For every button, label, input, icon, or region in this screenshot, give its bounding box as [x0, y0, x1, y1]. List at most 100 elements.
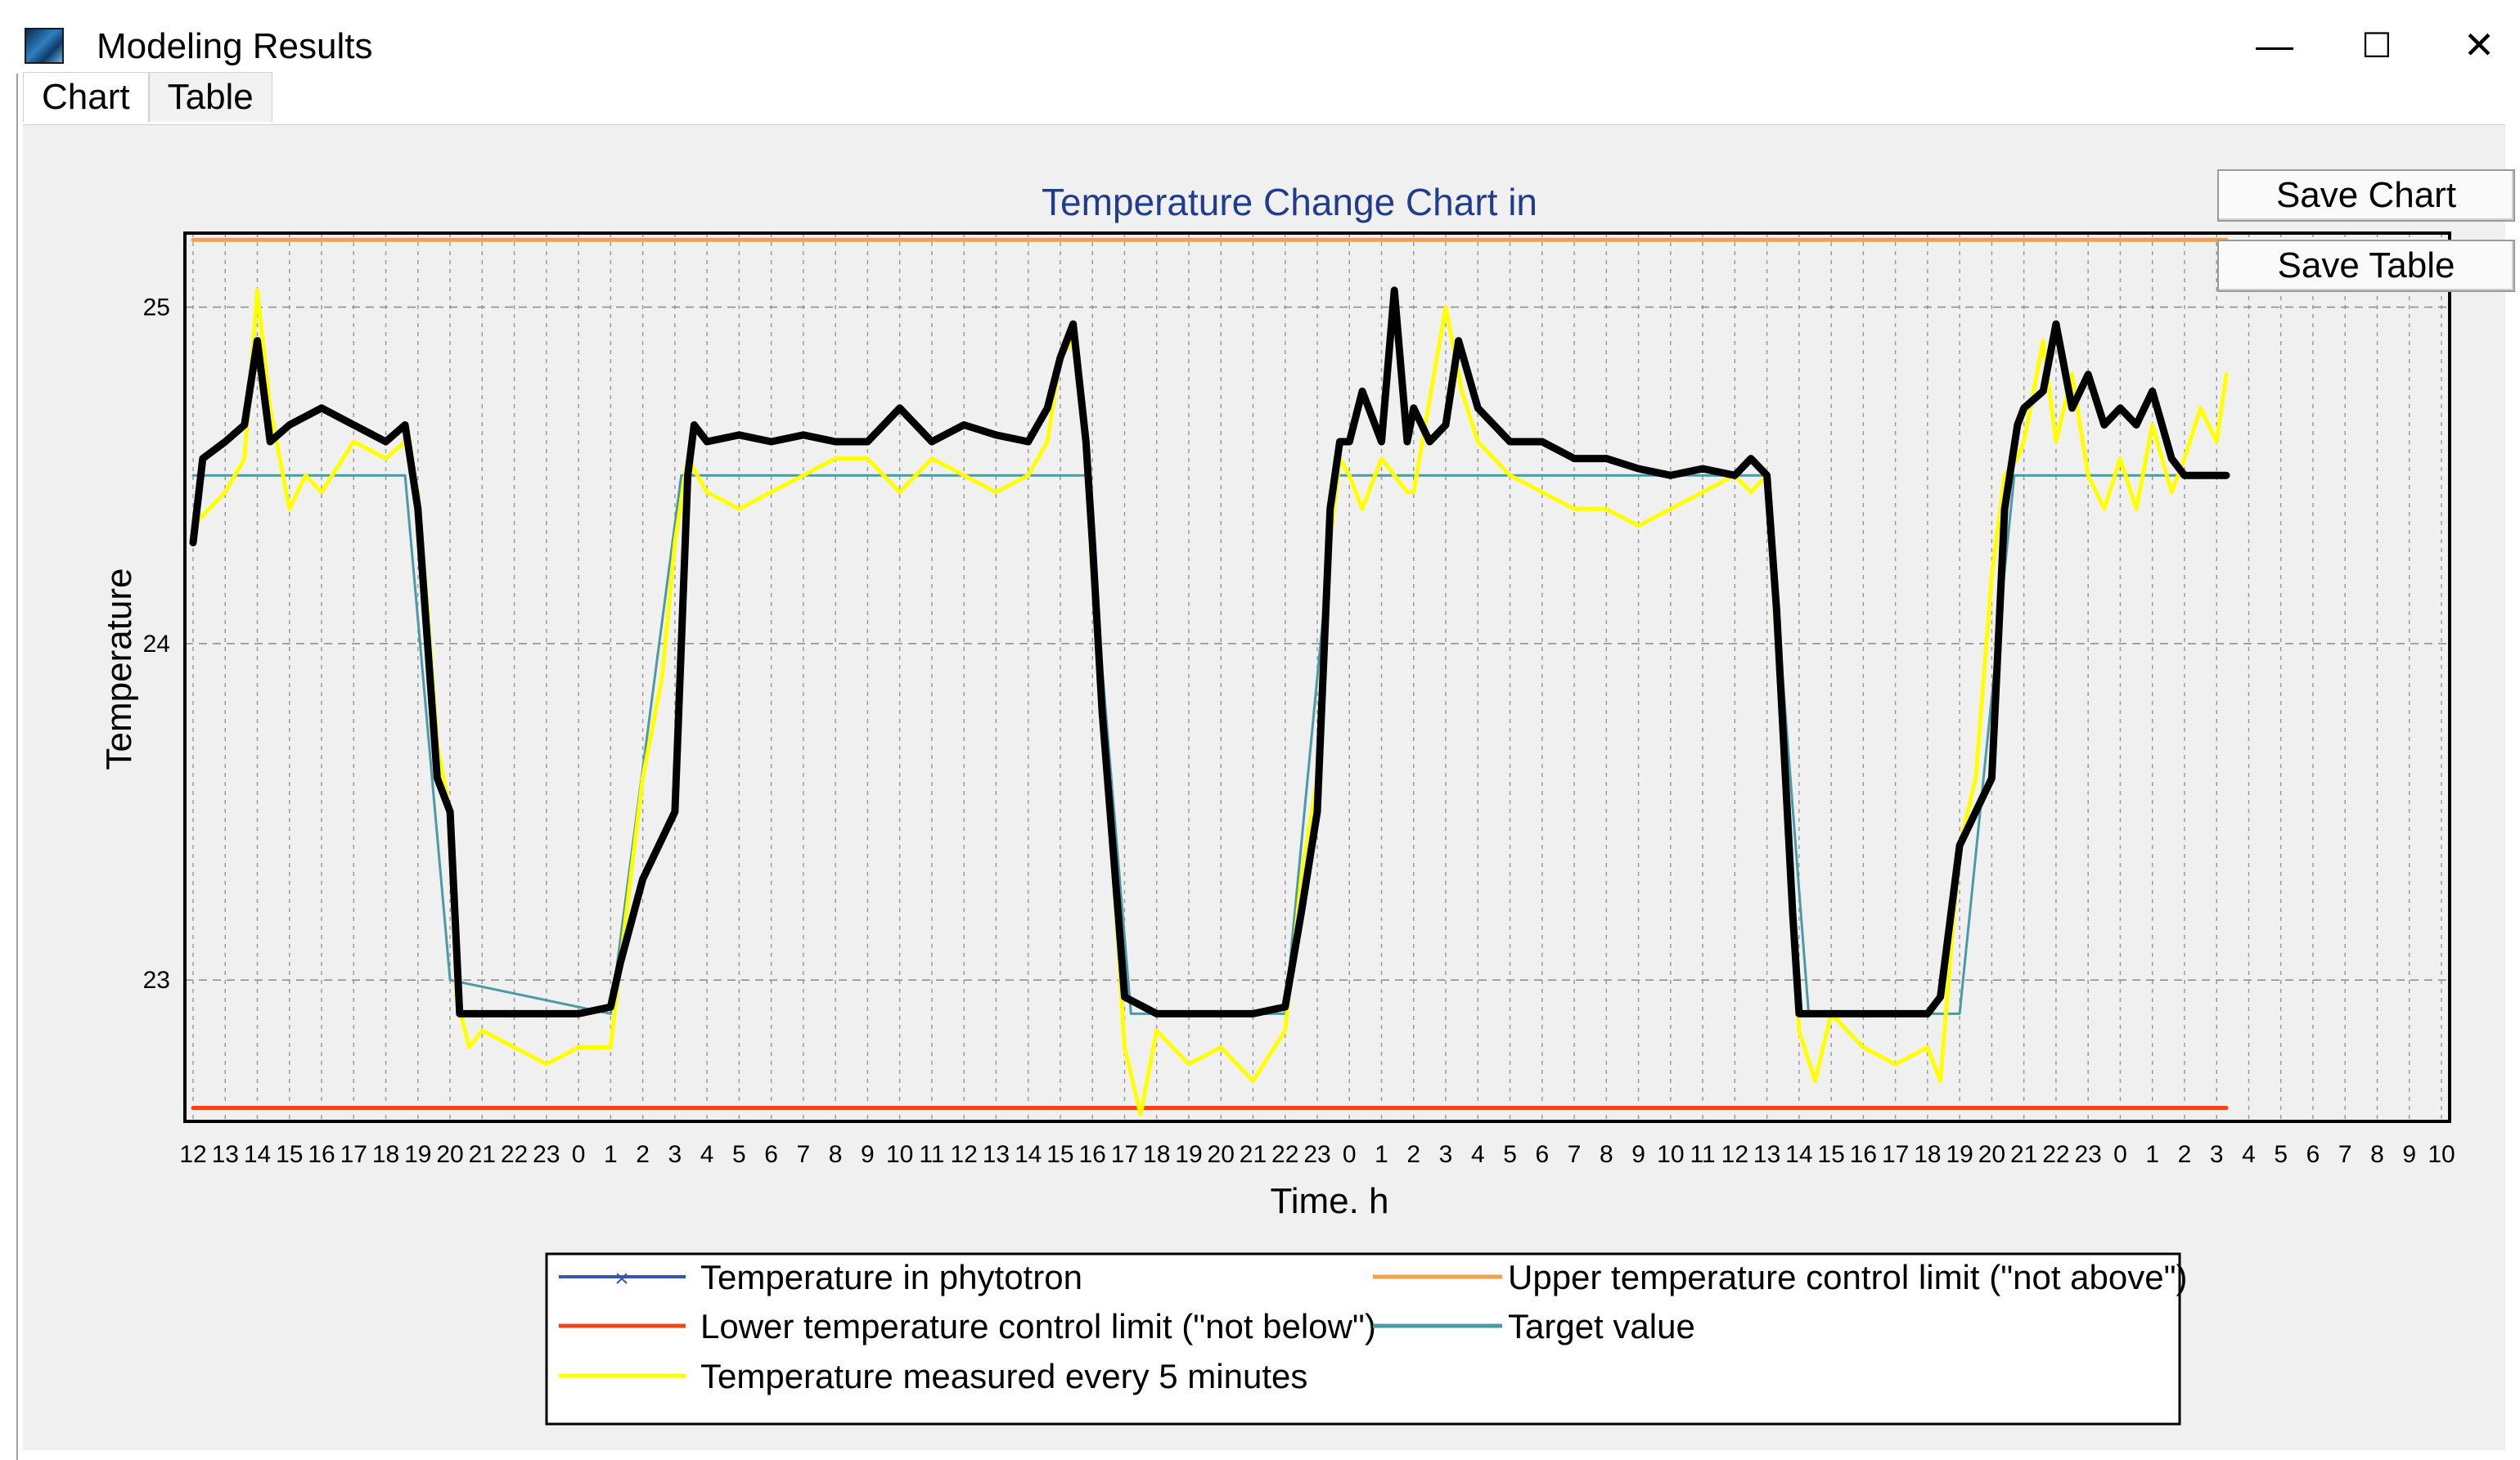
- x-tick-label: 3: [2210, 1141, 2224, 1168]
- x-tick-label: 15: [1046, 1141, 1073, 1168]
- series-line-temperature-in-phytotron: [189, 286, 2230, 1018]
- x-tick-label: 23: [2074, 1141, 2101, 1168]
- x-tick-label: 22: [1271, 1141, 1298, 1168]
- x-tick-label: 21: [1240, 1141, 1267, 1168]
- plot-frame: [183, 231, 2451, 1123]
- x-tick-label: 19: [1946, 1141, 1973, 1168]
- tab-table[interactable]: Table: [148, 72, 272, 122]
- window-left-border: [16, 16, 18, 1460]
- save-chart-button[interactable]: Save Chart: [2217, 169, 2515, 222]
- x-tick-label: 1: [1375, 1141, 1388, 1168]
- x-tick-label: 20: [1978, 1141, 2005, 1168]
- legend-label-target: Target value: [1508, 1307, 1695, 1345]
- plot-area: 12 13 14 15 16 17 18 19 20 21 22 23 0 1 2 3 4 5 6 7 8 9 10 11 12…: [143, 231, 2455, 1168]
- y-axis-label: Temperature: [99, 568, 139, 770]
- x-tick-label: 9: [1631, 1141, 1645, 1168]
- x-tick-label: 13: [1753, 1141, 1780, 1168]
- x-tick-label: 22: [501, 1141, 528, 1168]
- x-tick-label: 18: [1143, 1141, 1170, 1168]
- minimize-icon[interactable]: —: [2256, 24, 2293, 66]
- x-tick-label: 13: [983, 1141, 1010, 1168]
- x-tick-label: 7: [797, 1141, 811, 1168]
- x-tick-label: 6: [764, 1141, 778, 1168]
- x-tick-label: 2: [636, 1141, 650, 1168]
- x-tick-label: 5: [732, 1141, 746, 1168]
- window-title: Modeling Results: [97, 26, 373, 66]
- temperature-chart: Temperature Change Chart in 12 13 14 15 16 17…: [99, 181, 2455, 1426]
- x-tick-label: 3: [668, 1141, 682, 1168]
- x-tick-label: 18: [1914, 1141, 1941, 1168]
- x-tick-label: 8: [2370, 1141, 2384, 1168]
- x-tick-label: 12: [950, 1141, 977, 1168]
- series-line-temperature-measured-every-5-minutes: [191, 288, 2229, 1117]
- x-tick-label: 11: [1690, 1141, 1716, 1168]
- x-tick-label: 11: [919, 1141, 944, 1168]
- chart-title: Temperature Change Chart in: [1042, 181, 1537, 223]
- x-tick-label: 18: [372, 1141, 399, 1168]
- x-tick-label: 6: [2306, 1141, 2320, 1168]
- x-tick-label: 7: [2338, 1141, 2352, 1168]
- x-tick-label: 10: [2428, 1141, 2455, 1168]
- x-tick-label: 10: [1657, 1141, 1684, 1168]
- x-tick-label: 5: [2274, 1141, 2288, 1168]
- x-tick-label: 1: [2145, 1141, 2159, 1168]
- y-tick-label: 23: [143, 967, 170, 994]
- x-tick-label: 23: [1303, 1141, 1330, 1168]
- x-tick-label: 8: [829, 1141, 843, 1168]
- x-tick-label: 0: [2113, 1141, 2127, 1168]
- x-tick-label: 16: [308, 1141, 335, 1168]
- legend-label-phytotron: Temperature in phytotron: [700, 1258, 1082, 1296]
- x-tick-label: 4: [2242, 1141, 2256, 1168]
- legend-label-measured: Temperature measured every 5 minutes: [700, 1357, 1307, 1395]
- x-tick-label: 20: [436, 1141, 463, 1168]
- legend-box: [545, 1252, 2181, 1426]
- x-tick-label: 4: [700, 1141, 714, 1168]
- x-tick-label: 0: [1343, 1141, 1357, 1168]
- x-tick-label: 21: [2010, 1141, 2037, 1168]
- save-table-button[interactable]: Save Table: [2217, 240, 2515, 292]
- x-tick-label: 12: [179, 1141, 206, 1168]
- x-axis-label: Time. h: [1270, 1181, 1388, 1221]
- x-tick-label: 19: [1175, 1141, 1202, 1168]
- x-tick-label: 6: [1535, 1141, 1549, 1168]
- x-tick-label: 4: [1471, 1141, 1485, 1168]
- maximize-icon[interactable]: ☐: [2361, 25, 2392, 65]
- title-bar: Modeling Results — ☐ ✕: [0, 0, 2520, 74]
- x-tick-label: 19: [404, 1141, 431, 1168]
- x-tick-label: 17: [1111, 1141, 1138, 1168]
- x-tick-label: 12: [1721, 1141, 1748, 1168]
- legend-swatch-phytotron-marker: ×: [614, 1265, 629, 1292]
- x-tick-label: 8: [1600, 1141, 1613, 1168]
- x-tick-label: 20: [1208, 1141, 1235, 1168]
- x-tick-label: 2: [1406, 1141, 1420, 1168]
- y-tick-label: 25: [143, 294, 170, 321]
- x-tick-label: 2: [2178, 1141, 2192, 1168]
- x-tick-label: 17: [340, 1141, 367, 1168]
- x-tick-label: 23: [533, 1141, 560, 1168]
- x-tick-label: 14: [1015, 1141, 1042, 1168]
- chart-panel: Temperature Change Chart in 12 13 14 15 16 17…: [23, 124, 2515, 1450]
- app-icon: [25, 28, 64, 64]
- x-tick-label: 15: [1817, 1141, 1844, 1168]
- x-tick-label: 10: [886, 1141, 913, 1168]
- tab-bar: Chart Table: [23, 72, 272, 124]
- tab-chart[interactable]: Chart: [23, 72, 149, 122]
- x-tick-label: 17: [1882, 1141, 1909, 1168]
- x-tick-label: 14: [1785, 1141, 1812, 1168]
- x-tick-label: 0: [572, 1141, 586, 1168]
- x-tick-label: 21: [469, 1141, 496, 1168]
- legend-label-lower-limit: Lower temperature control limit ("not be…: [700, 1307, 1376, 1345]
- legend: × Temperature in phytotron Lower tempera…: [545, 1252, 2188, 1426]
- legend-label-upper-limit: Upper temperature control limit ("not ab…: [1508, 1258, 2188, 1296]
- x-tick-label: 7: [1568, 1141, 1582, 1168]
- x-tick-label: 1: [604, 1141, 618, 1168]
- x-tick-label: 5: [1503, 1141, 1517, 1168]
- x-tick-label: 22: [2042, 1141, 2069, 1168]
- x-tick-label: 9: [2402, 1141, 2416, 1168]
- x-tick-label: 3: [1439, 1141, 1453, 1168]
- x-tick-label: 16: [1850, 1141, 1877, 1168]
- x-tick-label: 15: [276, 1141, 303, 1168]
- x-tick-label: 16: [1079, 1141, 1106, 1168]
- close-icon[interactable]: ✕: [2463, 24, 2495, 66]
